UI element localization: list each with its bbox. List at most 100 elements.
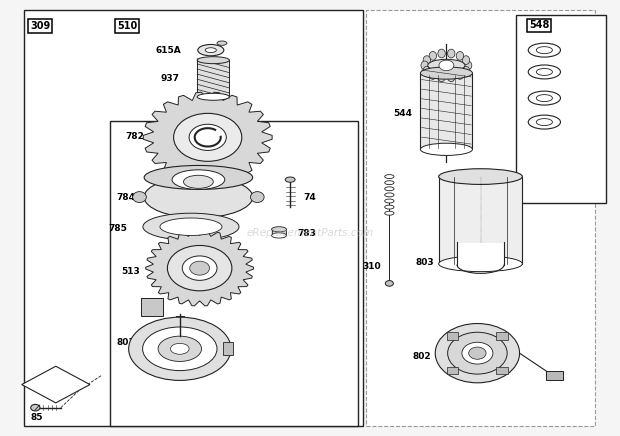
Text: eReplacementParts.com: eReplacementParts.com [246, 228, 374, 238]
Ellipse shape [384, 187, 394, 191]
Text: 784: 784 [116, 193, 135, 201]
Ellipse shape [420, 143, 472, 156]
Ellipse shape [158, 336, 202, 361]
Ellipse shape [384, 193, 394, 197]
Bar [497, 367, 508, 375]
Ellipse shape [428, 59, 465, 72]
Polygon shape [197, 60, 229, 97]
Text: 510: 510 [117, 21, 137, 31]
Circle shape [439, 60, 454, 71]
Bar [516, 15, 606, 203]
Text: 615A: 615A [155, 46, 181, 55]
Bar [546, 371, 563, 380]
Ellipse shape [438, 73, 445, 82]
Text: 801: 801 [117, 338, 135, 347]
Bar [366, 10, 595, 426]
Ellipse shape [285, 177, 295, 182]
Ellipse shape [205, 48, 216, 53]
Text: 513: 513 [122, 267, 140, 276]
Text: 544: 544 [393, 109, 412, 118]
Ellipse shape [423, 56, 430, 65]
Ellipse shape [528, 91, 560, 105]
Ellipse shape [536, 68, 552, 75]
Circle shape [174, 113, 242, 161]
Text: 937: 937 [161, 74, 180, 83]
Text: 785: 785 [108, 224, 127, 233]
Ellipse shape [384, 205, 394, 209]
Ellipse shape [420, 67, 472, 79]
Ellipse shape [385, 281, 393, 286]
Polygon shape [22, 366, 90, 403]
Ellipse shape [528, 65, 560, 79]
Bar [110, 121, 358, 426]
Ellipse shape [217, 41, 227, 45]
Text: 782: 782 [125, 133, 144, 141]
Circle shape [189, 124, 226, 150]
Ellipse shape [172, 170, 224, 189]
Ellipse shape [423, 66, 430, 75]
Text: 310: 310 [363, 262, 381, 271]
Ellipse shape [464, 61, 472, 70]
Ellipse shape [197, 57, 229, 64]
Ellipse shape [384, 181, 394, 185]
Circle shape [448, 332, 507, 374]
Ellipse shape [128, 317, 231, 380]
Ellipse shape [30, 405, 40, 411]
Ellipse shape [438, 49, 445, 58]
Bar [141, 298, 163, 316]
Ellipse shape [144, 176, 253, 218]
Ellipse shape [272, 233, 286, 238]
Polygon shape [146, 230, 254, 306]
Ellipse shape [143, 327, 217, 371]
Ellipse shape [144, 165, 253, 189]
Bar [457, 243, 504, 265]
Text: 548: 548 [529, 20, 549, 30]
Bar [272, 229, 286, 235]
Circle shape [182, 256, 217, 280]
Ellipse shape [439, 169, 522, 184]
Ellipse shape [197, 93, 229, 100]
Bar [447, 332, 458, 340]
Text: 803: 803 [415, 258, 434, 267]
Ellipse shape [170, 344, 189, 354]
Circle shape [462, 342, 493, 364]
Ellipse shape [536, 119, 552, 126]
Ellipse shape [528, 43, 560, 57]
Ellipse shape [528, 115, 560, 129]
Ellipse shape [536, 95, 552, 102]
Ellipse shape [133, 192, 146, 202]
Ellipse shape [384, 211, 394, 215]
Ellipse shape [384, 175, 394, 179]
Circle shape [469, 347, 486, 359]
Ellipse shape [456, 51, 464, 60]
Ellipse shape [143, 213, 239, 240]
Circle shape [190, 261, 210, 275]
Bar [223, 342, 232, 355]
Text: 74: 74 [304, 193, 317, 201]
Bar [420, 73, 472, 149]
Ellipse shape [448, 49, 455, 58]
Ellipse shape [250, 192, 264, 202]
Ellipse shape [439, 256, 522, 272]
Ellipse shape [448, 73, 455, 82]
Ellipse shape [429, 51, 436, 60]
Ellipse shape [198, 44, 224, 56]
Bar [439, 177, 522, 264]
Ellipse shape [456, 71, 464, 79]
Bar [447, 367, 458, 375]
Ellipse shape [384, 199, 394, 203]
Ellipse shape [272, 227, 286, 232]
Bar [24, 10, 363, 426]
Text: 85: 85 [31, 413, 43, 422]
Ellipse shape [429, 71, 436, 79]
Text: 783: 783 [298, 229, 316, 238]
Ellipse shape [463, 56, 470, 65]
Text: 802: 802 [413, 352, 432, 361]
Ellipse shape [463, 66, 470, 75]
Ellipse shape [536, 47, 552, 54]
Polygon shape [143, 92, 272, 182]
Ellipse shape [160, 218, 222, 235]
Circle shape [167, 245, 232, 291]
Circle shape [435, 324, 520, 383]
Ellipse shape [184, 175, 213, 188]
